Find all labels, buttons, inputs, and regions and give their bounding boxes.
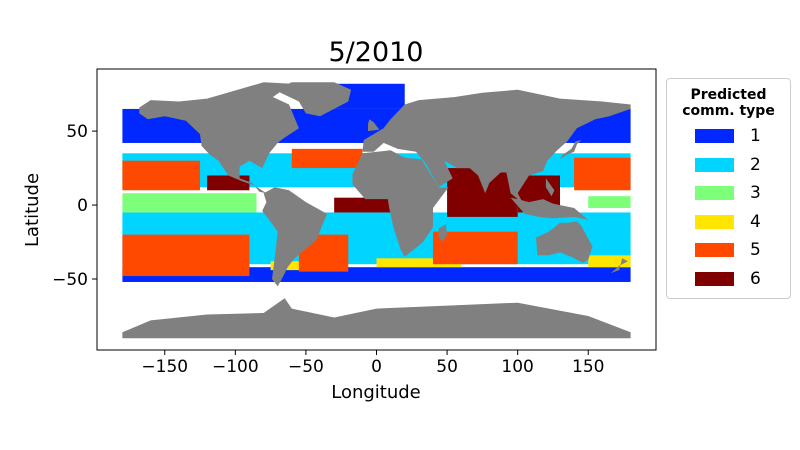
landmass-greenland <box>274 82 352 117</box>
series-5-region-1 <box>122 234 250 277</box>
series-5-region-5 <box>432 231 518 265</box>
legend-label-4: 4 <box>750 211 761 232</box>
x-tick-label-3: −50 <box>288 357 324 377</box>
series-3-region-1 <box>122 193 257 213</box>
y-tick-label-3: −50 <box>52 270 88 290</box>
legend-swatch-6 <box>695 271 734 286</box>
series-4 <box>270 255 631 271</box>
series-4-region-3 <box>588 255 631 268</box>
legend-item-6: 6 <box>695 269 785 289</box>
legend-label-5: 5 <box>750 240 761 260</box>
landmass-new-zealand <box>610 258 628 274</box>
landmass-north-america <box>139 92 299 194</box>
landmass-eurasia <box>362 89 631 204</box>
legend: Predicted comm. type 1 2 3 4 5 6 <box>666 78 791 299</box>
x-tick-label-1: −150 <box>141 357 188 377</box>
legend-title-line-1: Predicted <box>690 87 767 103</box>
x-tick-label-2: −100 <box>212 357 259 377</box>
series-6-region-2 <box>334 197 391 213</box>
landmass-south-america <box>262 187 328 287</box>
legend-item-4: 4 <box>695 212 785 232</box>
legend-item-3: 3 <box>695 183 785 203</box>
legend-item-5: 5 <box>695 240 785 260</box>
x-tick-label-4: 0 <box>371 357 382 377</box>
series-5-region-2 <box>122 160 201 191</box>
legend-item-2: 2 <box>695 155 785 175</box>
landmass-antarctica <box>122 298 631 339</box>
legend-title-line-2: comm. type <box>682 103 775 119</box>
landmass-philippines <box>545 178 555 197</box>
series-4-region-1 <box>270 261 321 271</box>
series-3 <box>122 193 631 213</box>
legend-swatch-2 <box>695 157 734 172</box>
legend-label-2: 2 <box>750 154 761 175</box>
legend-item-1: 1 <box>695 126 785 146</box>
landmass-arctic-islands <box>207 82 292 102</box>
landmass-indonesia <box>510 197 589 220</box>
landmass-japan <box>560 140 582 160</box>
series-3-region-2 <box>588 196 631 209</box>
landmass-africa <box>352 150 449 257</box>
legend-swatch-4 <box>695 214 734 229</box>
landmass-madagascar <box>438 224 448 242</box>
series-5-region-6 <box>574 157 631 191</box>
legend-label-6: 6 <box>750 268 761 289</box>
legend-title: Predicted comm. type <box>667 87 790 119</box>
y-tick-label-1: 50 <box>66 122 88 142</box>
landmass-australia <box>536 221 593 263</box>
x-tick-label-5: 50 <box>436 357 458 377</box>
series-5-region-4 <box>291 148 363 169</box>
y-tick-label-2: 0 <box>77 196 88 216</box>
x-tick-label-7: 150 <box>572 357 604 377</box>
series-1-region-2 <box>122 267 631 282</box>
series-4-region-2 <box>376 258 462 268</box>
legend-swatch-5 <box>695 243 734 257</box>
series-6-region-3 <box>207 175 250 191</box>
y-axis-label: Latitude <box>22 173 43 247</box>
chart-title: 5/2010 <box>329 37 424 68</box>
legend-label-3: 3 <box>750 183 761 203</box>
x-axis-label: Longitude <box>331 382 421 403</box>
legend-swatch-3 <box>695 186 734 200</box>
x-tick-label-6: 100 <box>501 357 533 377</box>
landmass-uk <box>368 119 380 132</box>
legend-label-1: 1 <box>750 126 761 146</box>
legend-swatch-1 <box>695 129 734 143</box>
